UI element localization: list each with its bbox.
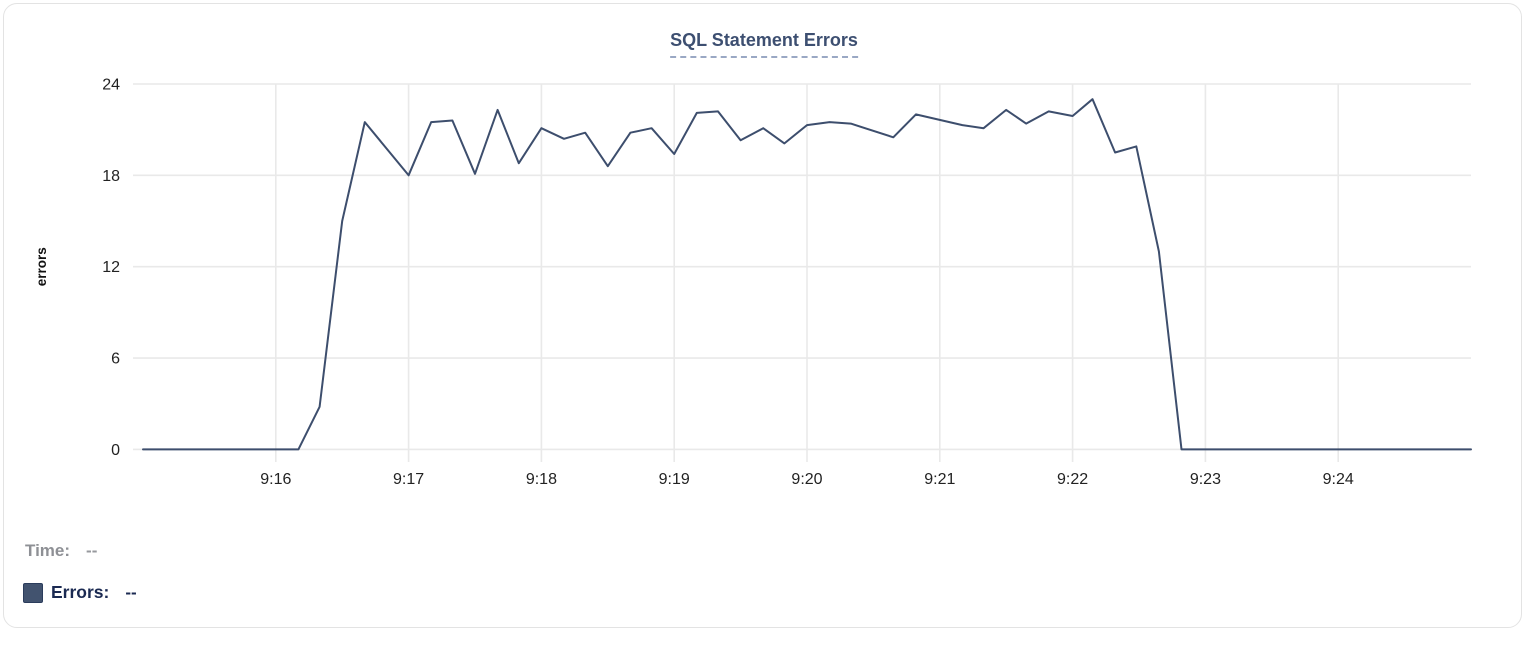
tooltip-time-label: Time: (25, 541, 71, 560)
legend-errors-label: Errors: (51, 582, 110, 602)
y-tick-label-24: 24 (102, 77, 120, 94)
x-tick-label-9:17: 9:17 (393, 471, 424, 488)
y-axis-title: errors (34, 247, 49, 286)
y-tick-label-18: 18 (102, 168, 120, 185)
x-tick-label-9:16: 9:16 (260, 471, 291, 488)
x-tick-label-9:18: 9:18 (526, 471, 557, 488)
x-tick-label-9:22: 9:22 (1057, 471, 1088, 488)
y-tick-label-6: 6 (111, 351, 120, 368)
chart-title[interactable]: SQL Statement Errors (670, 30, 858, 58)
y-tick-label-0: 0 (111, 442, 120, 459)
x-tick-label-9:24: 9:24 (1323, 471, 1354, 488)
legend-item-errors[interactable]: Errors: -- (23, 582, 137, 603)
chart-card (3, 3, 1522, 628)
tooltip-errors-value: -- (125, 582, 137, 602)
tooltip-time-value: -- (86, 541, 98, 560)
x-tick-label-9:23: 9:23 (1190, 471, 1221, 488)
x-tick-label-9:20: 9:20 (791, 471, 822, 488)
tooltip-time-row: Time: -- (25, 541, 97, 561)
y-tick-label-12: 12 (102, 259, 120, 276)
x-tick-label-9:19: 9:19 (659, 471, 690, 488)
errors-series-swatch (23, 582, 43, 603)
sql-errors-line-chart[interactable]: 0 6 12 18 24 9:16 9:17 9:18 9:19 9:20 9:21 9:22 9:23… (0, 0, 1528, 520)
x-tick-label-9:21: 9:21 (924, 471, 955, 488)
series-line-errors[interactable] (142, 98, 1472, 451)
